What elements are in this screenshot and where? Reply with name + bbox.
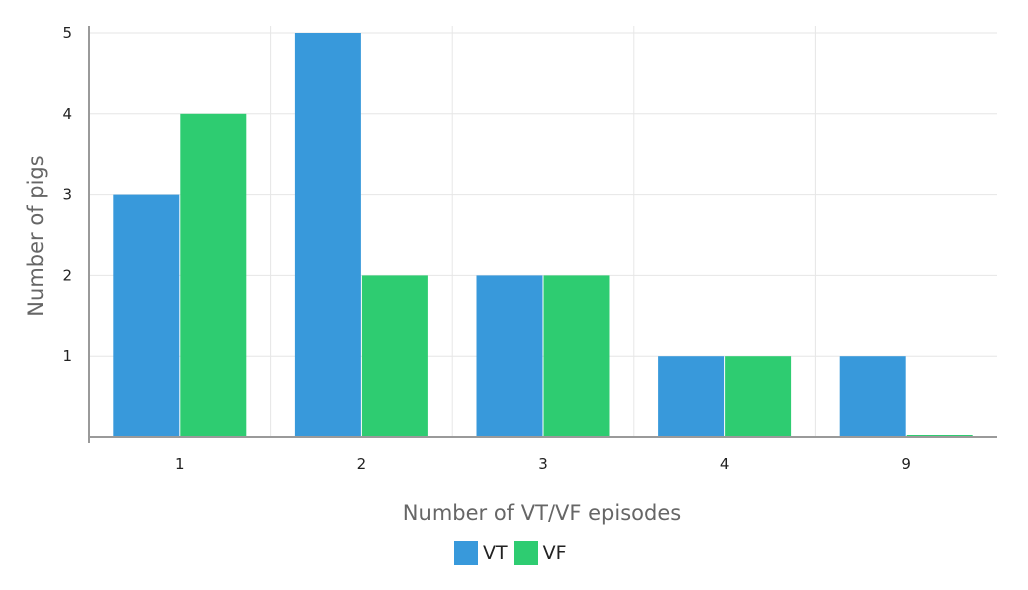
bar-vf-3[interactable] bbox=[543, 275, 610, 437]
x-tick-labels: 1 2 3 4 9 bbox=[175, 455, 911, 473]
bar-vt-9[interactable] bbox=[839, 356, 906, 437]
x-tick-label: 1 bbox=[175, 455, 185, 473]
legend: VT VF bbox=[454, 540, 573, 566]
y-axis-title: Number of pigs bbox=[24, 155, 48, 316]
legend-swatch-vf bbox=[513, 541, 538, 565]
y-tick-label: 1 bbox=[62, 347, 72, 365]
x-tick-label: 3 bbox=[538, 455, 548, 473]
y-tick-label: 5 bbox=[62, 24, 72, 42]
y-tick-labels: 1 2 3 4 5 bbox=[62, 24, 72, 365]
bar-vf-4[interactable] bbox=[725, 356, 792, 437]
y-tick-label: 3 bbox=[62, 186, 72, 204]
legend-item-vt[interactable]: VT bbox=[454, 541, 508, 565]
legend-label-vt: VT bbox=[483, 542, 508, 564]
bars bbox=[113, 33, 973, 438]
x-tick-label: 9 bbox=[901, 455, 911, 473]
bar-vf-1[interactable] bbox=[180, 113, 247, 438]
bar-vf-2[interactable] bbox=[361, 275, 428, 437]
bar-vt-3[interactable] bbox=[476, 275, 543, 437]
bar-vt-2[interactable] bbox=[294, 33, 361, 437]
legend-item-vf[interactable]: VF bbox=[513, 541, 567, 565]
bar-vt-1[interactable] bbox=[113, 194, 180, 437]
y-tick-label: 2 bbox=[62, 266, 72, 284]
legend-swatch-vt bbox=[454, 541, 478, 565]
bar-vt-4[interactable] bbox=[658, 356, 725, 437]
y-tick-label: 4 bbox=[62, 105, 72, 123]
x-axis-title: Number of VT/VF episodes bbox=[403, 501, 681, 525]
legend-label-vf: VF bbox=[542, 542, 567, 564]
x-tick-label: 4 bbox=[720, 455, 730, 473]
x-tick-label: 2 bbox=[357, 455, 367, 473]
